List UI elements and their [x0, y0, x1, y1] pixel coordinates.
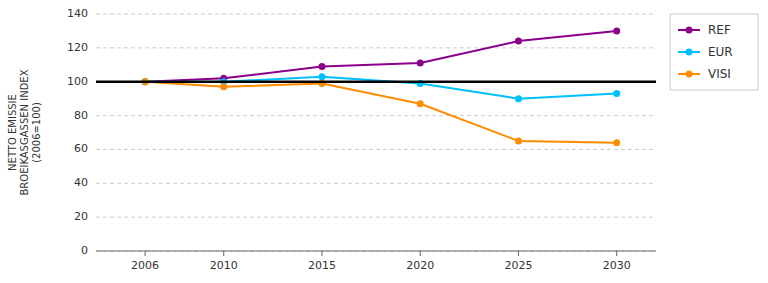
series-point [515, 137, 522, 144]
y-axis-label-line: BROEIKASGASSEN INDEX [19, 69, 30, 195]
x-tick-label: 2015 [308, 259, 336, 272]
legend: REF EUR VISI [670, 14, 758, 90]
x-tick-label: 2025 [504, 259, 532, 272]
grid [96, 14, 656, 251]
legend-label: EUR [708, 45, 733, 59]
chart-container: 0 20 40 60 80 100 120 140 2006 2010 2015 2020 2025 20… [0, 0, 768, 283]
x-tick-label: 2010 [210, 259, 238, 272]
y-tick-label: 140 [67, 7, 88, 20]
x-tick [616, 251, 617, 256]
series-point [417, 100, 424, 107]
series-line [145, 31, 617, 82]
x-axis-line [96, 251, 656, 252]
plot-data [96, 27, 656, 146]
series-point [220, 83, 227, 90]
y-tick-label: 0 [81, 244, 88, 257]
y-axis-label-line: (2006=100) [31, 102, 42, 163]
x-tick-label: 2020 [406, 259, 434, 272]
y-axis-label: NETTO EMISSIEBROEIKASGASSEN INDEX(2006=1… [7, 69, 42, 195]
legend-marker [686, 27, 693, 34]
legend-marker [686, 71, 693, 78]
grid-line [96, 217, 656, 218]
series-point [515, 38, 522, 45]
y-tick-label: 120 [67, 41, 88, 54]
grid-line [96, 183, 656, 184]
y-tick-label: 60 [74, 142, 88, 155]
axes: 0 20 40 60 80 100 120 140 2006 2010 2015 2020 2025 20… [67, 7, 656, 272]
baseline [96, 80, 656, 83]
grid-line [96, 251, 656, 252]
x-tick [223, 251, 224, 256]
grid-line [96, 14, 656, 15]
x-tick [145, 251, 146, 256]
x-tick [518, 251, 519, 256]
grid-line [96, 47, 656, 48]
series-point [613, 139, 620, 146]
grid-line [96, 115, 656, 116]
x-tick-label: 2006 [131, 259, 159, 272]
y-tick-label: 20 [74, 210, 88, 223]
legend-frame [670, 14, 758, 90]
chart-svg: 0 20 40 60 80 100 120 140 2006 2010 2015 2020 2025 20… [0, 0, 768, 283]
series-line [145, 82, 617, 143]
series-point [515, 95, 522, 102]
x-tick [420, 251, 421, 256]
legend-label: VISI [708, 67, 731, 81]
legend-marker [686, 49, 693, 56]
series-point [613, 27, 620, 34]
series-point [613, 90, 620, 97]
x-tick-label: 2030 [603, 259, 631, 272]
grid-line [96, 149, 656, 150]
grid-line [96, 81, 656, 82]
series-point [318, 63, 325, 70]
y-tick-label: 80 [74, 109, 88, 122]
series-point [417, 60, 424, 67]
y-tick-label: 40 [74, 176, 88, 189]
y-axis-label-line: NETTO EMISSIE [7, 94, 18, 171]
legend-label: REF [708, 23, 731, 37]
series-point [318, 73, 325, 80]
y-tick-label: 100 [67, 75, 88, 88]
x-tick [321, 251, 322, 256]
